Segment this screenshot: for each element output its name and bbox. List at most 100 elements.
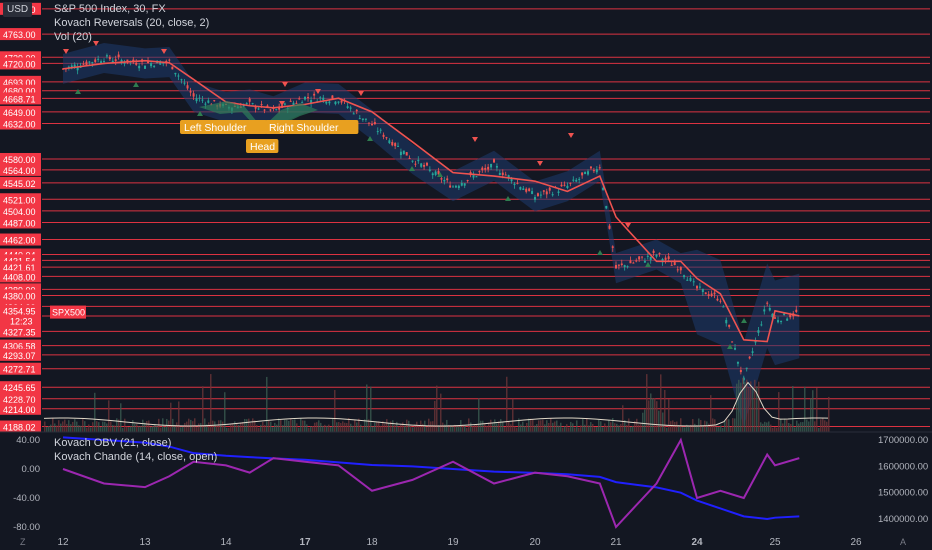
level-price-tag (0, 348, 41, 361)
volume-bar (72, 421, 74, 432)
candle-body (652, 250, 655, 253)
volume-bar (490, 419, 492, 432)
level-price-tag (0, 105, 41, 118)
volume-bar (516, 427, 518, 432)
candle-body (186, 85, 189, 89)
candle-body (174, 72, 177, 75)
candle-body (676, 269, 679, 271)
level-price-tag (0, 233, 41, 246)
volume-bar (576, 420, 578, 432)
level-price-label: 4293.07 (3, 351, 36, 361)
volume-bar (258, 427, 260, 432)
reversal-up-marker (75, 89, 81, 94)
candle-body (484, 167, 487, 170)
chande-legend[interactable]: Kovach Chande (14, close, open) (54, 451, 218, 463)
volume-bar (574, 427, 576, 432)
volume-bar (434, 400, 436, 432)
volume-bar (694, 423, 696, 432)
reversals-legend[interactable]: Kovach Reversals (20, close, 2) (54, 17, 210, 29)
candle-body (763, 309, 766, 312)
volume-bar (596, 427, 598, 432)
volume-bar (704, 420, 706, 432)
currency-badge[interactable]: USD (3, 2, 33, 17)
candle-body (584, 171, 587, 175)
volume-bar (506, 376, 508, 432)
volume-bar (368, 419, 370, 432)
candle-body (713, 292, 716, 295)
volume-bar (300, 418, 302, 432)
volume-bar (252, 418, 254, 432)
candle-body (710, 293, 713, 297)
volume-bar (354, 420, 356, 432)
reversal-down-marker (625, 223, 631, 228)
volume-bar (702, 425, 704, 432)
volume-bar (638, 424, 640, 432)
candle-body (428, 169, 431, 171)
volume-bar (816, 387, 818, 432)
volume-bar (458, 425, 460, 432)
volume-bar (790, 424, 792, 432)
volume-bar (126, 426, 128, 432)
candle-body (536, 193, 539, 197)
left-shoulder-label: Left Shoulder (184, 122, 247, 134)
obv-legend[interactable]: Kovach OBV (21, close) (54, 437, 172, 449)
volume-bar (232, 423, 234, 432)
volume-legend[interactable]: Vol (20) (54, 31, 92, 43)
candle-body (195, 98, 198, 102)
volume-bar (586, 418, 588, 432)
candle-body (361, 118, 364, 120)
volume-bar (770, 424, 772, 432)
volume-bar (378, 421, 380, 432)
volume-bar (450, 425, 452, 432)
volume-bar (688, 425, 690, 432)
reversal-up-marker (741, 318, 747, 323)
volume-bar (624, 420, 626, 432)
candle-body (501, 172, 504, 175)
candle-body (575, 179, 578, 182)
volume-bar (186, 421, 188, 432)
volume-bar (80, 425, 82, 432)
candle-body (446, 178, 449, 181)
symbol-legend[interactable]: S&P 500 Index, 30, FX (54, 3, 166, 15)
candle-body (111, 60, 114, 63)
volume-bar (374, 422, 376, 432)
candle-body (340, 100, 343, 103)
volume-bar (738, 379, 740, 432)
volume-bar (710, 395, 712, 432)
candle-body (388, 140, 391, 144)
volume-bar (474, 424, 476, 432)
candle-body (408, 157, 411, 159)
volume-bar (84, 421, 86, 432)
candle-body (463, 183, 466, 186)
volume-bar (428, 418, 430, 432)
volume-bar (718, 426, 720, 432)
candle-body (757, 330, 760, 333)
level-price-label: 4649.00 (3, 108, 36, 118)
candle-body (85, 61, 88, 65)
volume-bar (380, 425, 382, 432)
volume-bar (296, 423, 298, 432)
volume-bar (716, 426, 718, 432)
candle-body (689, 277, 692, 281)
volume-bar (370, 386, 372, 432)
volume-bar (326, 425, 328, 432)
volume-bar (580, 425, 582, 432)
volume-bar (176, 422, 178, 432)
time-axis-label: 14 (220, 537, 232, 548)
candle-body (328, 101, 331, 104)
volume-bar (344, 422, 346, 432)
volume-bar (652, 398, 654, 432)
candle-body (454, 185, 457, 188)
candle-body (629, 260, 632, 264)
volume-bar (774, 426, 776, 432)
volume-bar (70, 424, 72, 432)
reversal-up-marker (727, 344, 733, 349)
reversal-down-marker (282, 82, 288, 87)
volume-bar (442, 422, 444, 432)
candle-body (632, 262, 635, 264)
current-price-value: 4354.95 (3, 307, 36, 317)
volume-bar (50, 424, 52, 432)
candle-body (251, 103, 254, 105)
volume-bar (542, 419, 544, 432)
